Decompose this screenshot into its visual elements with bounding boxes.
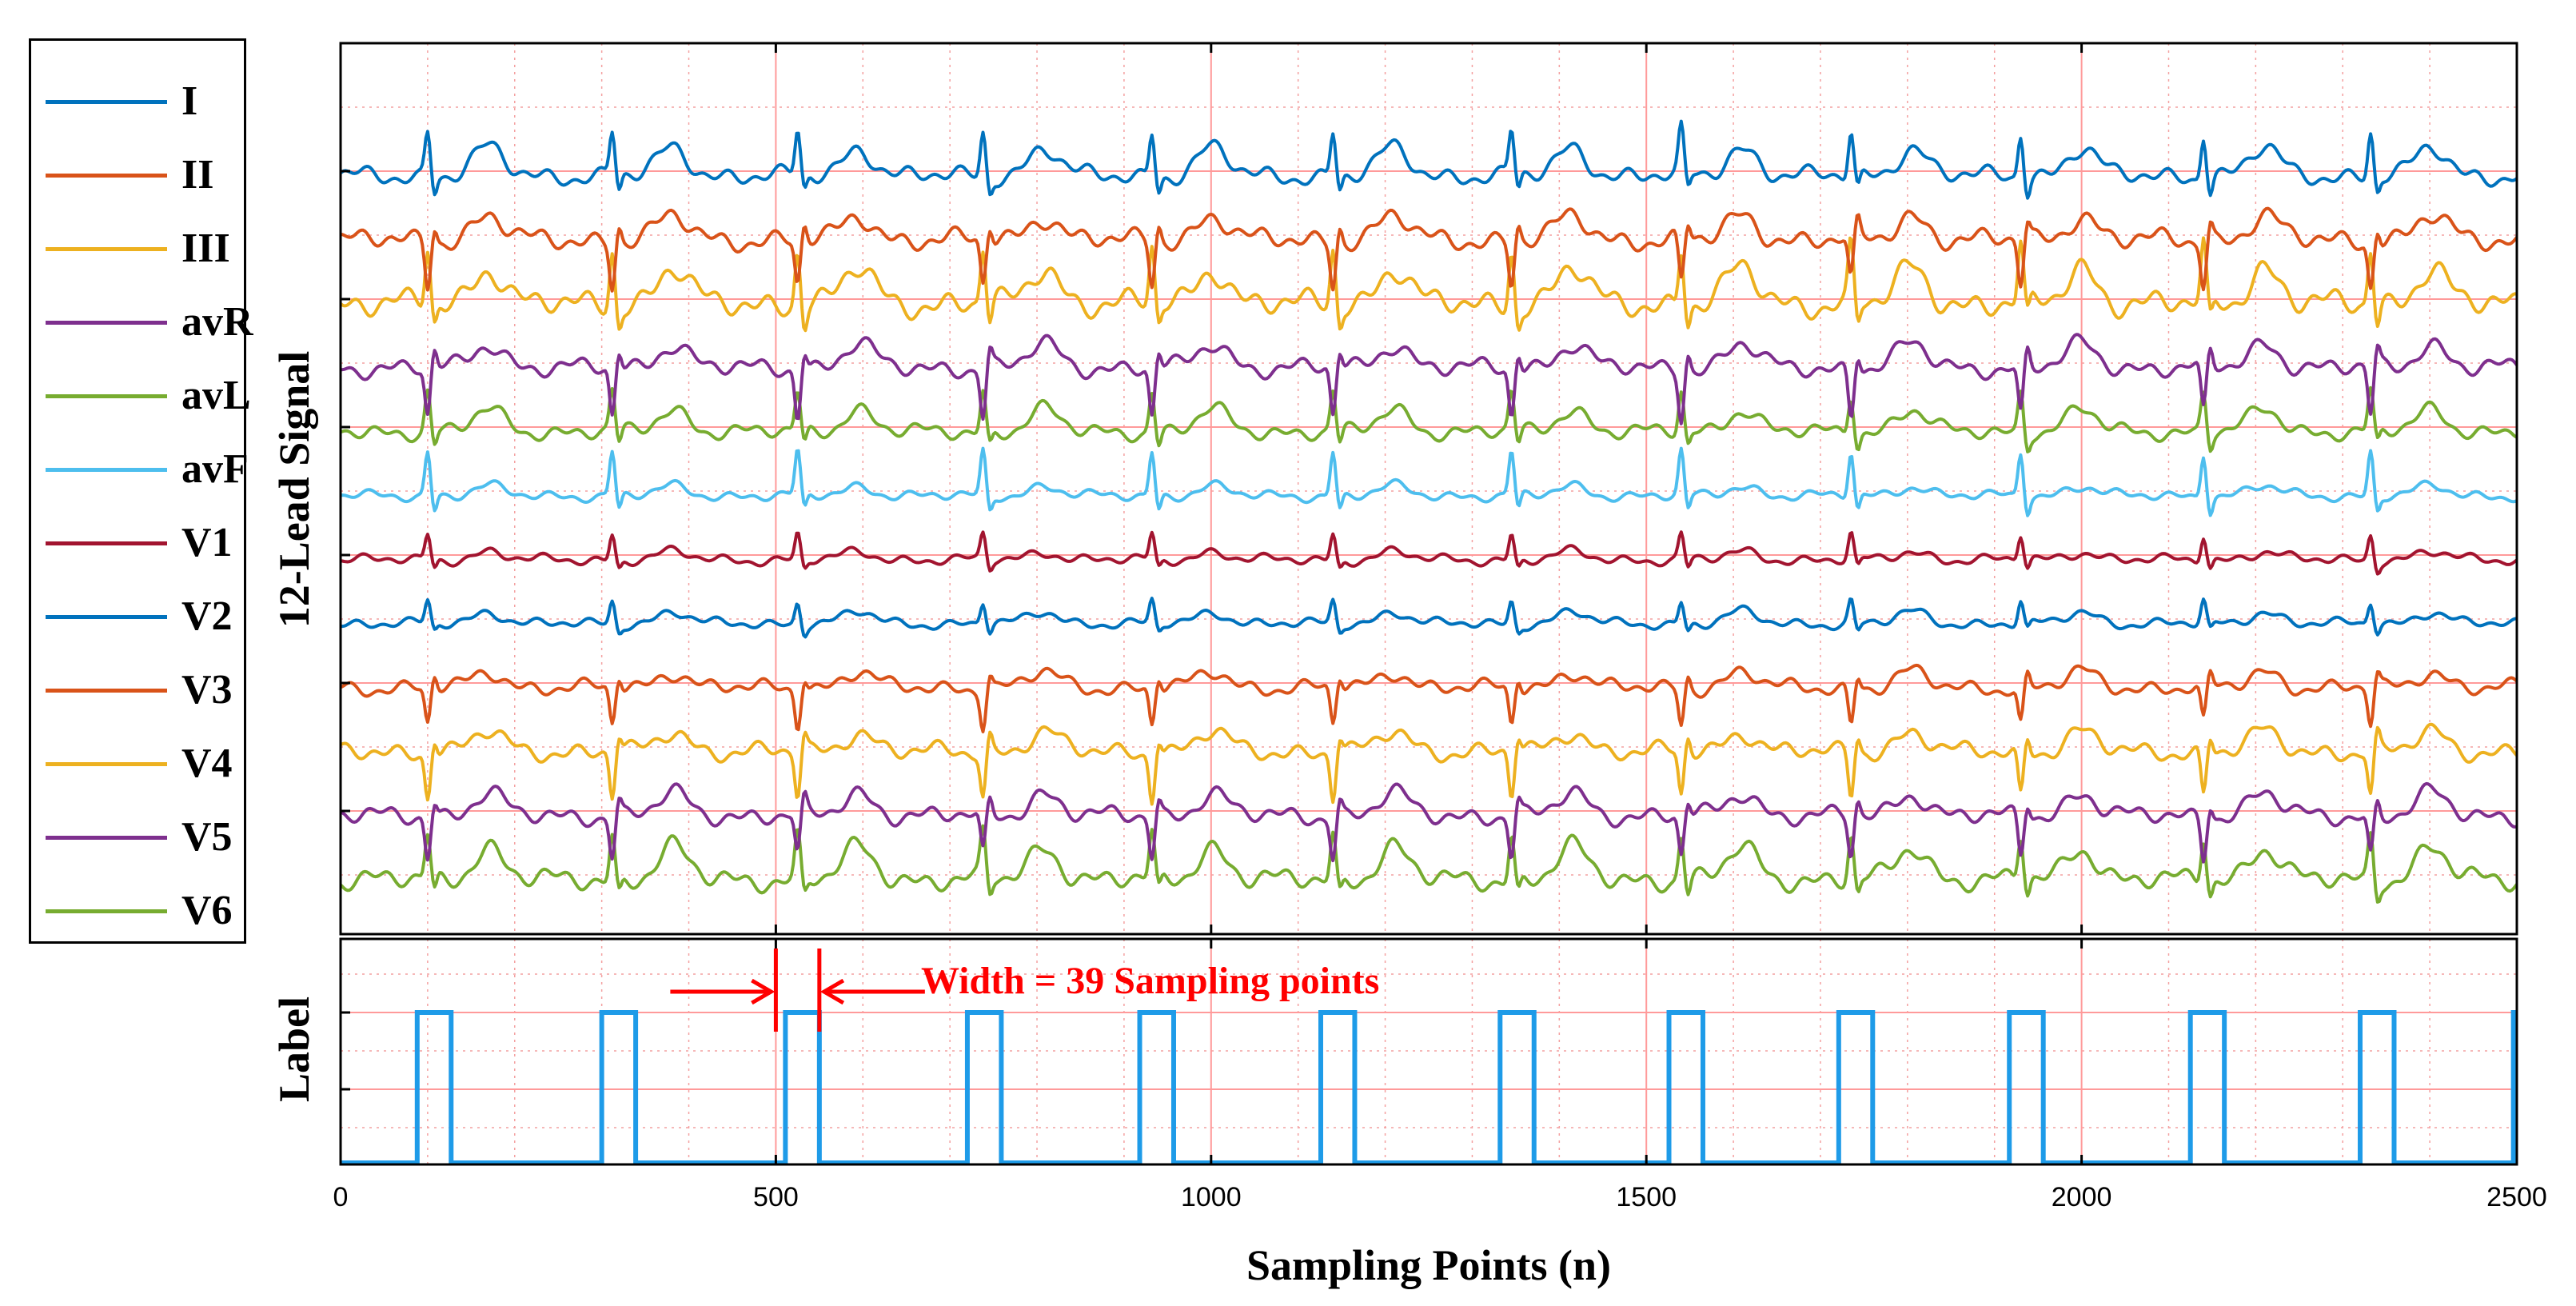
legend-label-v3: V3 [181, 667, 233, 713]
legend-label-v4: V4 [181, 741, 233, 786]
label-ticks: 0 500 1000 1500 2000 2500 [333, 939, 2547, 1212]
legend-swatch-v4 [46, 762, 167, 766]
width-annotation: Width = 39 Sampling points [670, 949, 1379, 1032]
label-grid [341, 939, 2517, 1164]
x-tick-label: 0 [333, 1182, 349, 1212]
legend-item-v6: V6 [31, 887, 244, 935]
x-axis-title: Sampling Points (n) [1246, 1241, 1611, 1289]
legend-label-v5: V5 [181, 814, 233, 860]
legend-item-v1: V1 [31, 519, 244, 567]
legend-swatch-v2 [46, 615, 167, 619]
ecg-traces [341, 119, 2517, 904]
label-pulses [341, 1010, 2517, 1164]
series-avl-line [341, 385, 2517, 453]
label-axes-frame [339, 937, 2518, 1166]
legend-label-ii: II [181, 152, 214, 198]
series-v4-line [341, 722, 2517, 806]
legend-swatch-v6 [46, 909, 167, 913]
label-ylabel: Label [270, 996, 318, 1102]
legend-swatch-avr [46, 321, 167, 325]
label-plot-area [341, 939, 2517, 1164]
ecg-plot-area [341, 43, 2517, 934]
series-avr-line [341, 333, 2517, 425]
x-tick-label: 1500 [1616, 1182, 1677, 1212]
legend-label-i: I [181, 78, 198, 124]
legend-item-v3: V3 [31, 666, 244, 714]
annotation-text: Width = 39 Sampling points [921, 960, 1379, 1002]
series-v2-line [341, 597, 2517, 639]
series-iii-line [341, 236, 2517, 333]
legend-label-v1: V1 [181, 520, 233, 565]
series-v1-line [341, 530, 2517, 576]
legend-label-v2: V2 [181, 593, 233, 639]
x-tick-label: 2500 [2486, 1182, 2547, 1212]
legend-swatch-i [46, 100, 167, 104]
legend-label-avf: avF [181, 446, 249, 492]
legend: I II III avR avL avF V1 V2 V3 V4 V5 [29, 38, 253, 944]
legend-label-iii: III [181, 226, 230, 271]
series-avf-line [341, 446, 2517, 517]
legend-swatch-v3 [46, 689, 167, 693]
legend-item-v2: V2 [31, 593, 244, 641]
annotation-right-arrow [819, 978, 925, 1005]
legend-item-ii: II [31, 151, 244, 199]
ecg-axes-frame [339, 42, 2518, 936]
series-v6-line [341, 824, 2517, 904]
label-pulse-train [341, 1010, 2517, 1164]
legend-item-avf: avF [31, 445, 249, 493]
legend-swatch-avl [46, 394, 167, 398]
legend-label-v6: V6 [181, 888, 233, 933]
legend-swatch-avf [46, 468, 167, 472]
x-tick-label: 500 [753, 1182, 799, 1212]
legend-item-i: I [31, 78, 244, 126]
ecg-ticks [339, 43, 2518, 934]
legend-item-v4: V4 [31, 740, 244, 788]
series-ii-line [341, 206, 2517, 293]
legend-item-iii: III [31, 225, 244, 273]
series-v5-line [341, 781, 2517, 864]
legend-swatch-v5 [46, 836, 167, 840]
legend-swatch-v1 [46, 541, 167, 545]
x-tick-label: 1000 [1181, 1182, 1242, 1212]
series-v3-line [341, 663, 2517, 733]
label-axes: 0 500 1000 1500 2000 2500 Label Sampling Poin… [270, 937, 2547, 1289]
series-i-line [341, 119, 2517, 200]
ecg-axes: 12-Lead Signal [270, 42, 2518, 936]
ecg-ylabel: 12-Lead Signal [270, 351, 318, 629]
legend-item-v5: V5 [31, 813, 244, 861]
x-tick-label: 2000 [2052, 1182, 2112, 1212]
legend-item-avr: avR [31, 298, 253, 346]
annotation-left-arrow [670, 978, 776, 1005]
legend-item-avl: avL [31, 372, 251, 420]
legend-label-avr: avR [181, 299, 253, 345]
legend-swatch-iii [46, 247, 167, 251]
legend-swatch-ii [46, 174, 167, 178]
legend-label-avl: avL [181, 373, 251, 418]
